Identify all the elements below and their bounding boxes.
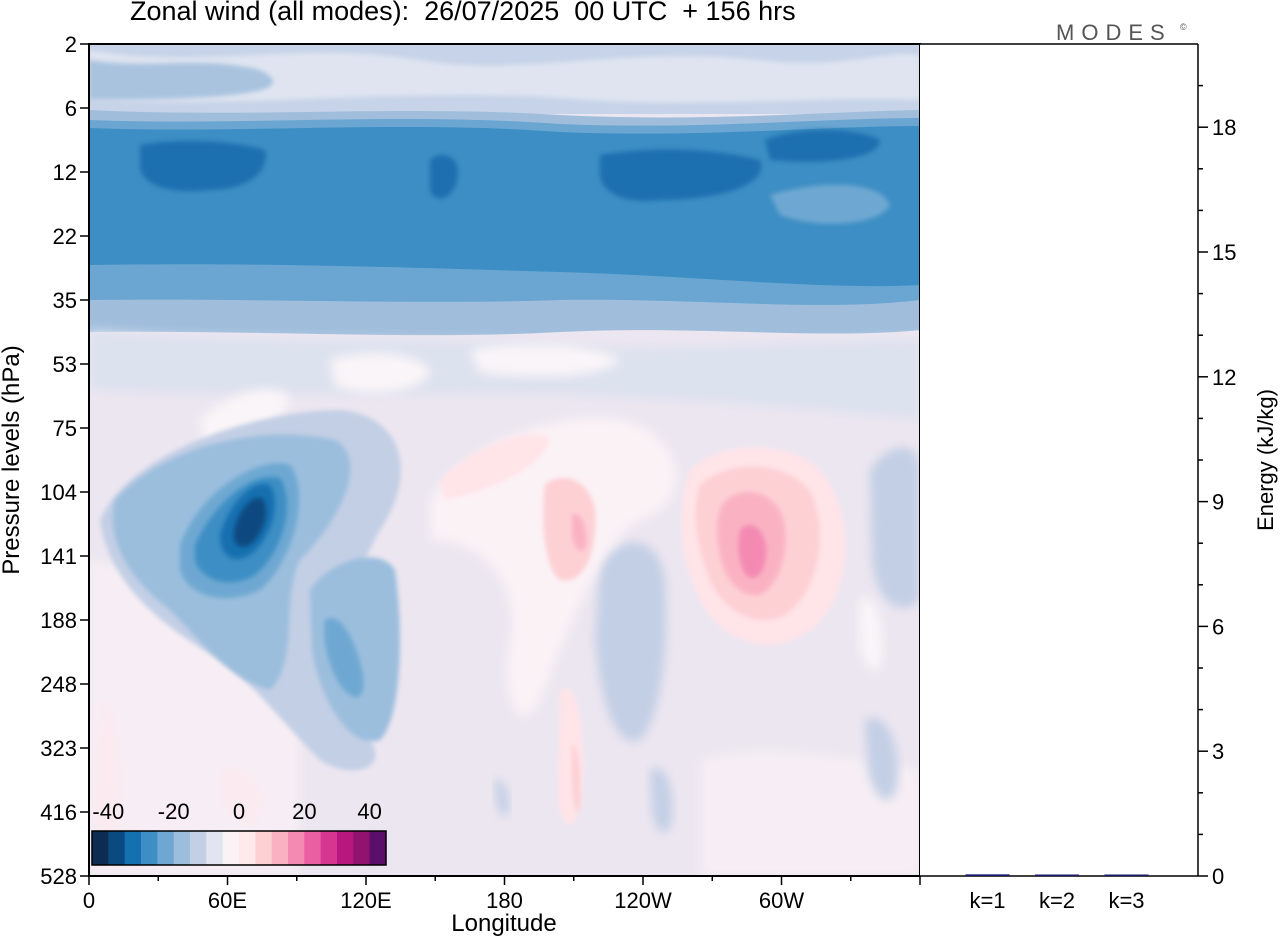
- energy-category-label: k=1: [969, 888, 1005, 913]
- x-tick-label: 120E: [340, 888, 391, 913]
- colorbar-swatch: [304, 831, 322, 865]
- band-top-light: [89, 50, 920, 103]
- modes-logo: MODES: [1056, 20, 1172, 45]
- colorbar-swatch: [288, 831, 305, 865]
- band-top-mid: [89, 60, 274, 100]
- colorbar-swatch: [157, 831, 175, 865]
- colorbar-frame: [91, 830, 387, 866]
- colorbar-tick-label: 40: [357, 799, 381, 824]
- colorbar-swatch: [92, 831, 109, 865]
- x-tick-label: 60E: [208, 888, 247, 913]
- energy-y-axis: 0 3 6 9 12 15 18: [1198, 84, 1236, 889]
- colorbar-swatch: [255, 831, 273, 865]
- x-axis: 0 60E 120E 180 120W 60W: [83, 876, 921, 913]
- jet-core-far-right: [765, 129, 880, 162]
- energy-tick-label: 9: [1212, 490, 1224, 515]
- energy-panel-background: [920, 44, 1198, 876]
- jet-light-patch: [770, 184, 890, 224]
- energy-category-label: k=2: [1039, 888, 1075, 913]
- copyright-mark: ©: [1180, 22, 1187, 32]
- colorbar-tick-label: 0: [233, 799, 245, 824]
- colorbar-swatch: [320, 831, 338, 865]
- x-tick-label: 60W: [759, 888, 804, 913]
- x-axis-label: Longitude: [451, 910, 557, 937]
- colorbar-swatch: [124, 831, 142, 865]
- energy-tick-label: 15: [1212, 240, 1236, 265]
- westerly-pink-5: [571, 744, 581, 812]
- y-tick-label: 528: [40, 864, 77, 889]
- y-tick-label: 75: [53, 416, 77, 441]
- lavender-patch-2: [650, 768, 673, 833]
- colorbar: [91, 830, 387, 866]
- jet-core-right: [599, 149, 762, 201]
- y-tick-label: 35: [53, 288, 77, 313]
- lavender-patch-4: [870, 447, 920, 608]
- colorbar-swatch: [222, 831, 240, 865]
- y-tick-label: 248: [40, 672, 77, 697]
- energy-bars: [965, 874, 1149, 876]
- pink-patch-lower-mid: [220, 768, 263, 823]
- y-tick-label: 12: [53, 160, 77, 185]
- colorbar-swatch: [337, 831, 354, 865]
- white-patch-1: [330, 353, 430, 393]
- x-tick-label: 120W: [614, 888, 672, 913]
- energy-tick-label: 0: [1212, 864, 1224, 889]
- x-tick-label: 180: [486, 888, 523, 913]
- y-tick-label: 323: [40, 736, 77, 761]
- colorbar-swatch: [271, 831, 289, 865]
- energy-category-label: k=3: [1108, 888, 1144, 913]
- energy-bar: [1104, 874, 1149, 876]
- colorbar-swatch: [190, 831, 207, 865]
- lavender-patch-5: [495, 779, 510, 816]
- energy-x-axis: k=1 k=2 k=3: [969, 888, 1144, 913]
- colorbar-swatch: [108, 831, 126, 865]
- colorbar-tick-label: 20: [292, 799, 316, 824]
- colorbar-swatch: [141, 831, 158, 865]
- energy-tick-label: 18: [1212, 115, 1236, 140]
- energy-axis-label: Energy (kJ/kg): [1253, 389, 1278, 531]
- colorbar-tick-label: -20: [158, 799, 190, 824]
- band-mid-light: [89, 330, 920, 420]
- y-tick-label: 104: [40, 480, 77, 505]
- y-tick-label: 416: [40, 800, 77, 825]
- y-axis-label: Pressure levels (hPa): [0, 345, 25, 575]
- westerly-pink-2: [543, 477, 596, 581]
- pink-patch-lower-left: [95, 699, 122, 845]
- energy-bar: [965, 874, 1010, 876]
- white-patch-lower: [860, 598, 883, 671]
- white-patch-2: [470, 344, 620, 377]
- easterly-core-4: [233, 497, 267, 547]
- y-tick-label: 53: [53, 352, 77, 377]
- y-tick-label: 2: [65, 32, 77, 57]
- westerly-pink-3: [572, 514, 587, 551]
- y-tick-label: 22: [53, 224, 77, 249]
- chart-title: Zonal wind (all modes): 26/07/2025 00 UT…: [130, 0, 796, 26]
- y-tick-label: 6: [65, 96, 77, 121]
- westerly-right-core: [738, 525, 767, 579]
- jet-core-left: [140, 140, 266, 192]
- energy-tick-label: 3: [1212, 739, 1224, 764]
- lower-light-2: [700, 751, 920, 876]
- y-axis-left: 2 6 12 22 35 53 75 104 141 188 248 323 416 528: [40, 32, 89, 889]
- lavender-patch-1: [595, 542, 667, 742]
- energy-tick-label: 6: [1212, 614, 1224, 639]
- x-tick-label: 0: [83, 888, 95, 913]
- jet-core-mid: [430, 155, 459, 199]
- y-tick-label: 141: [40, 544, 77, 569]
- colorbar-swatch: [206, 831, 224, 865]
- colorbar-tick-label: -40: [92, 799, 124, 824]
- colorbar-swatch: [353, 831, 371, 865]
- colorbar-swatch: [369, 831, 387, 865]
- colorbar-swatch: [239, 831, 256, 865]
- energy-tick-label: 12: [1212, 365, 1236, 390]
- y-tick-label: 188: [40, 608, 77, 633]
- easterly-lower-core: [324, 618, 364, 697]
- zonal-wind-heatmap: [89, 44, 920, 876]
- lavender-patch-3: [865, 718, 899, 800]
- colorbar-labels: -40 -20 0 20 40: [92, 799, 381, 824]
- westerly-pink-1: [440, 434, 550, 500]
- energy-bar: [1035, 874, 1079, 876]
- colorbar-swatch: [173, 831, 191, 865]
